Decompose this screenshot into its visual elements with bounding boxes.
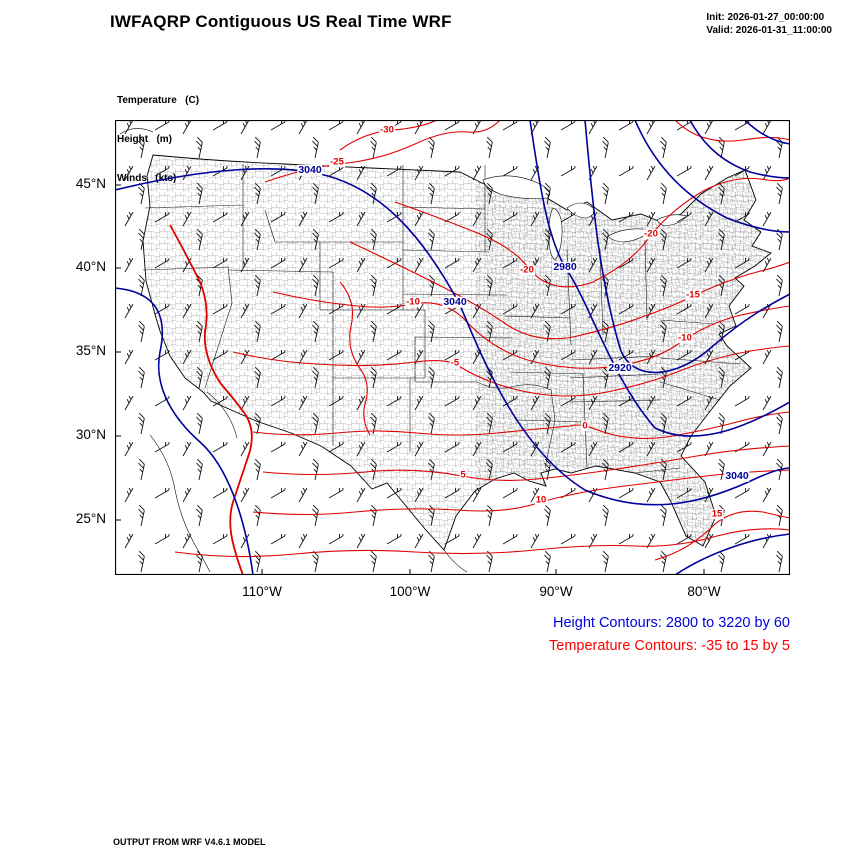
- contour-captions: Height Contours: 2800 to 3220 by 60 Temp…: [390, 612, 790, 658]
- height-contour-label: 2980: [552, 260, 578, 273]
- temperature-contours-caption: Temperature Contours: -35 to 15 by 5: [549, 638, 790, 654]
- lon-label-90w: 90°W: [539, 584, 573, 599]
- weather-map-svg: [115, 120, 790, 575]
- valid-time: Valid: 2026-01-31_11:00:00: [706, 25, 832, 36]
- init-time: Init: 2026-01-27_00:00:00: [706, 12, 825, 23]
- wind-barbs-layer: [115, 120, 790, 575]
- map-area: 3040 3040 2980 2920 3040 -30 -25 -20 -20…: [115, 120, 790, 575]
- temp-contour-label: 10: [534, 494, 548, 506]
- temp-contour-label: -15: [685, 289, 701, 301]
- page-title: IWFAQRP Contiguous US Real Time WRF: [110, 12, 452, 31]
- lon-label-100w: 100°W: [389, 584, 431, 599]
- temp-contour-label: 5: [459, 469, 467, 481]
- temp-contour-label: -10: [677, 332, 693, 344]
- temp-contour-label: 0: [581, 420, 589, 432]
- height-contours-caption: Height Contours: 2800 to 3220 by 60: [553, 615, 790, 631]
- temp-contour-label: 15: [710, 508, 724, 520]
- height-contour-label: 3040: [442, 295, 468, 308]
- lat-label-40n: 40°N: [75, 259, 106, 274]
- lat-label-25n: 25°N: [75, 511, 106, 526]
- temp-contour-label: -20: [519, 264, 535, 276]
- model-info-footer: OUTPUT FROM WRF V4.6.1 MODEL WE = 580 ; …: [113, 810, 480, 850]
- map-frame: [115, 120, 790, 575]
- height-contours: [115, 120, 790, 575]
- height-contour-label: 3040: [724, 469, 750, 482]
- lon-label-110w: 110°W: [242, 584, 282, 599]
- lat-label-45n: 45°N: [75, 176, 106, 191]
- temperature-contours: [169, 120, 790, 575]
- lon-label-80w: 80°W: [687, 584, 721, 599]
- height-contour-label: 3040: [297, 163, 323, 176]
- temp-contour-label: -10: [405, 296, 421, 308]
- height-contour-label: 2920: [607, 361, 633, 374]
- lat-label-35n: 35°N: [75, 343, 106, 358]
- temp-contour-label: -5: [449, 357, 461, 369]
- model-info-line1: OUTPUT FROM WRF V4.6.1 MODEL: [113, 837, 266, 847]
- init-valid-block: Init: 2026-01-27_00:00:00 Valid: 2026-01…: [706, 11, 832, 37]
- temp-contour-label: -25: [329, 156, 345, 168]
- temp-contour-label: -20: [643, 228, 659, 240]
- legend-temperature: Temperature (C): [117, 95, 200, 106]
- lat-label-30n: 30°N: [75, 427, 106, 442]
- temp-contour-label: -30: [379, 124, 395, 136]
